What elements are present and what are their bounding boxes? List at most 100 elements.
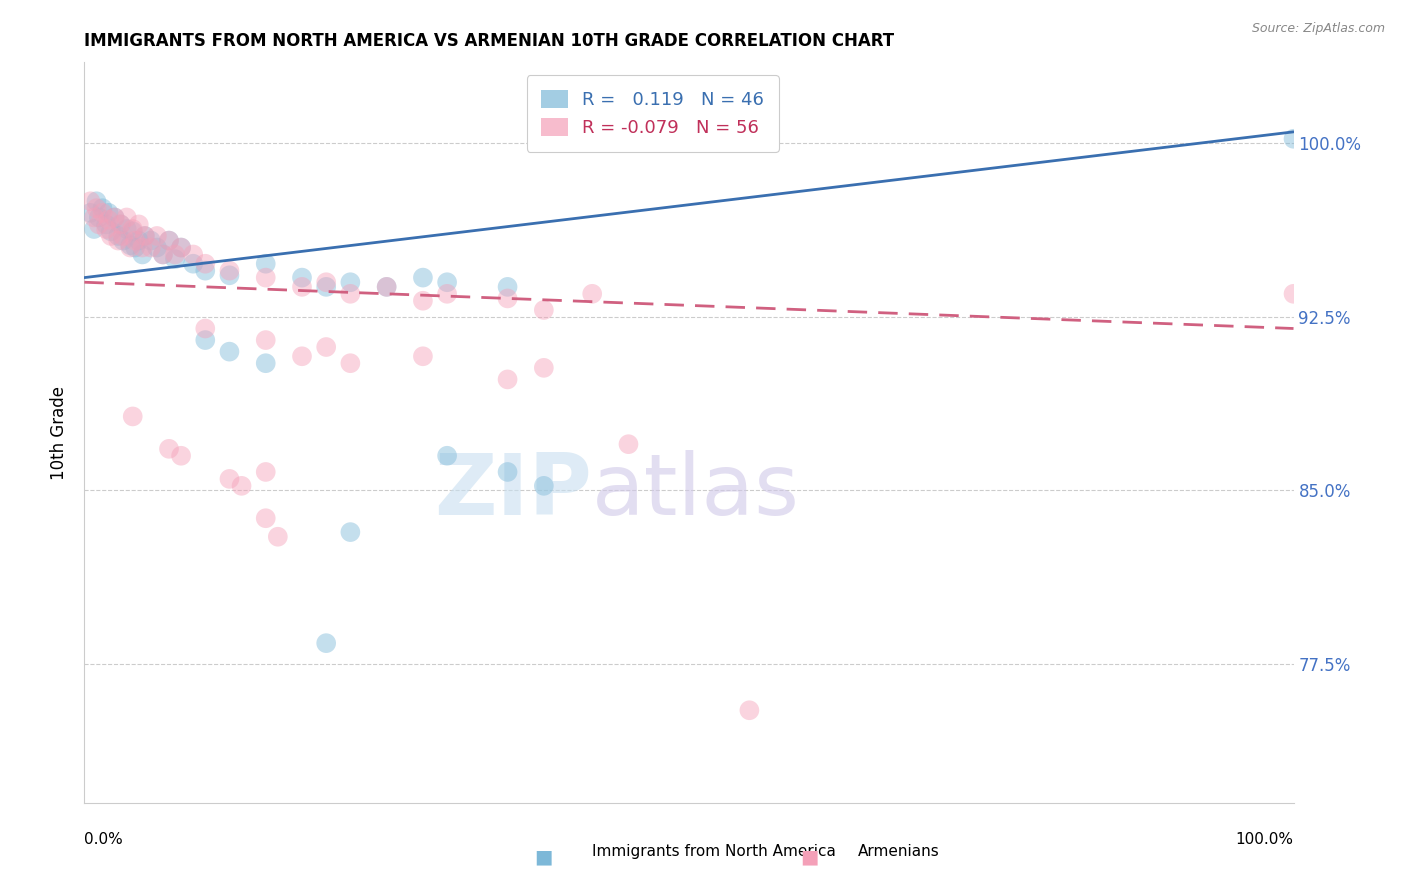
Point — [315, 280, 337, 294]
Point — [131, 240, 153, 254]
Point — [315, 636, 337, 650]
Point — [146, 240, 169, 254]
Point — [79, 194, 101, 209]
Point — [120, 240, 142, 254]
Point — [79, 206, 101, 220]
Point — [128, 218, 150, 232]
Point — [181, 257, 204, 271]
Point — [100, 229, 122, 244]
Point — [496, 465, 519, 479]
Point — [1282, 132, 1305, 146]
Text: 100.0%: 100.0% — [1236, 832, 1294, 847]
Point — [496, 292, 519, 306]
Point — [617, 437, 640, 451]
Point — [194, 263, 217, 277]
Point — [97, 206, 120, 220]
Text: IMMIGRANTS FROM NORTH AMERICA VS ARMENIAN 10TH GRADE CORRELATION CHART: IMMIGRANTS FROM NORTH AMERICA VS ARMENIA… — [84, 32, 894, 50]
Point — [533, 303, 555, 318]
Point — [375, 280, 398, 294]
Point — [496, 280, 519, 294]
Point — [436, 449, 458, 463]
Point — [436, 286, 458, 301]
Point — [83, 211, 105, 225]
Point — [291, 349, 314, 363]
Text: 0.0%: 0.0% — [84, 832, 124, 847]
Point — [412, 270, 434, 285]
Point — [194, 257, 217, 271]
Point — [375, 280, 398, 294]
Point — [291, 280, 314, 294]
Point — [121, 224, 143, 238]
Point — [533, 360, 555, 375]
Point — [170, 240, 193, 254]
Point — [94, 218, 117, 232]
Point — [436, 275, 458, 289]
Point — [107, 234, 129, 248]
Point — [267, 530, 290, 544]
Text: Immigrants from North America: Immigrants from North America — [592, 844, 837, 858]
Point — [97, 212, 120, 227]
Point — [115, 211, 138, 225]
Point — [339, 356, 361, 370]
Point — [112, 234, 135, 248]
Point — [218, 344, 240, 359]
Point — [157, 234, 180, 248]
Point — [496, 372, 519, 386]
Point — [254, 356, 277, 370]
Point — [581, 286, 603, 301]
Point — [124, 240, 146, 254]
Text: Source: ZipAtlas.com: Source: ZipAtlas.com — [1251, 22, 1385, 36]
Point — [254, 333, 277, 347]
Point — [218, 263, 240, 277]
Text: ZIP: ZIP — [434, 450, 592, 533]
Point — [412, 293, 434, 308]
Point — [121, 222, 143, 236]
Point — [218, 268, 240, 283]
Point — [181, 247, 204, 261]
Text: atlas: atlas — [592, 450, 800, 533]
Point — [128, 234, 150, 248]
Point — [86, 201, 108, 215]
Point — [170, 240, 193, 254]
Point — [165, 247, 187, 261]
Point — [152, 247, 174, 261]
Point — [139, 240, 162, 254]
Point — [110, 218, 132, 232]
Point — [110, 218, 132, 232]
Point — [254, 270, 277, 285]
Point — [339, 286, 361, 301]
Point — [104, 211, 127, 225]
Text: Armenians: Armenians — [858, 844, 941, 858]
Point — [194, 321, 217, 335]
Point — [254, 511, 277, 525]
Point — [131, 247, 153, 261]
Point — [1282, 286, 1305, 301]
Point — [104, 211, 127, 225]
Point — [231, 479, 253, 493]
Point — [87, 218, 110, 232]
Point — [291, 270, 314, 285]
Point — [738, 703, 761, 717]
Point — [170, 449, 193, 463]
Point — [533, 479, 555, 493]
Point — [134, 229, 156, 244]
Y-axis label: 10th Grade: 10th Grade — [51, 385, 69, 480]
Point — [100, 224, 122, 238]
Text: ■: ■ — [800, 847, 820, 866]
Point — [139, 234, 162, 248]
Point — [86, 194, 108, 209]
Point — [157, 442, 180, 456]
Point — [87, 211, 110, 225]
Point — [315, 340, 337, 354]
Point — [254, 465, 277, 479]
Point — [152, 247, 174, 261]
Point — [120, 238, 142, 252]
Point — [134, 229, 156, 244]
Point — [218, 472, 240, 486]
Point — [107, 229, 129, 244]
Point — [254, 257, 277, 271]
Point — [412, 349, 434, 363]
Legend: R =   0.119   N = 46, R = -0.079   N = 56: R = 0.119 N = 46, R = -0.079 N = 56 — [526, 75, 779, 152]
Point — [315, 275, 337, 289]
Point — [194, 333, 217, 347]
